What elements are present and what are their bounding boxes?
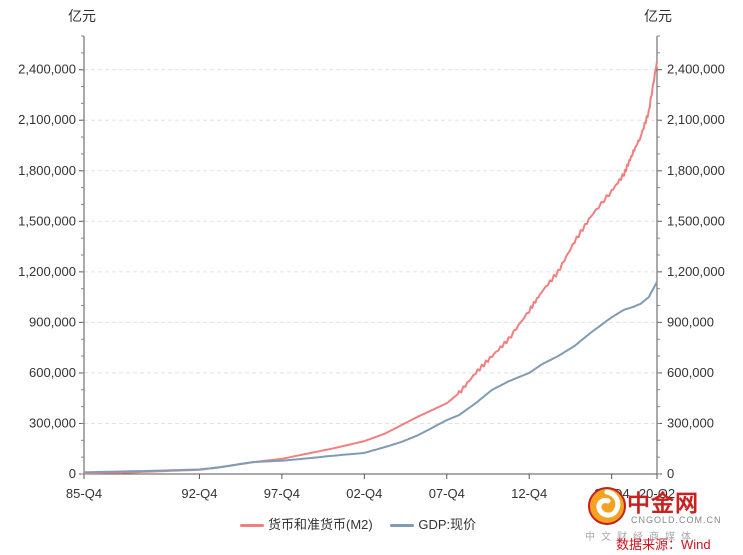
legend-item-gdp[interactable]: GDP:现价 [390, 514, 476, 533]
legend-label-gdp: GDP:现价 [418, 517, 477, 532]
y-tick-label-left: 600,000 [29, 365, 76, 380]
legend: 货币和准货币(M2) GDP:现价 [240, 514, 490, 533]
x-tick-label: 92-Q4 [181, 486, 217, 501]
x-tick-label: 97-Q4 [264, 486, 300, 501]
y-tick-label-right: 1,800,000 [667, 163, 725, 178]
y-tick-label-right: 2,100,000 [667, 112, 725, 127]
legend-swatch-m2 [240, 524, 264, 528]
y-tick-label-left: 1,500,000 [18, 213, 76, 228]
y-tick-label-left: 300,000 [29, 415, 76, 430]
series-line-m2 [83, 61, 658, 475]
left-axis-unit: 亿元 [68, 8, 96, 24]
y-tick-label-right: 2,400,000 [667, 62, 725, 77]
source-note: 数据来源：Wind [616, 537, 711, 552]
watermark-logo: 中金网 CNGOLD.COM.CN 中文财经商媒体 [585, 484, 735, 544]
legend-label-m2: 货币和准货币(M2) [268, 517, 373, 532]
logo-mark-icon [588, 487, 626, 525]
legend-item-m2[interactable]: 货币和准货币(M2) [240, 514, 373, 533]
y-tick-label-left: 0 [69, 466, 76, 481]
y-tick-label-left: 1,200,000 [18, 264, 76, 279]
logo-subtitle: 中文财经商媒体 [585, 532, 697, 543]
y-tick-label-left: 2,400,000 [18, 62, 76, 77]
logo-domain: CNGOLD.COM.CN [631, 515, 722, 525]
y-tick-label-right: 600,000 [667, 365, 714, 380]
x-tick-label: 02-Q4 [346, 486, 382, 501]
logo-brand: 中金网 [627, 490, 699, 516]
x-tick-label: 12-Q4 [511, 486, 547, 501]
right-axis-unit: 亿元 [644, 8, 672, 24]
x-tick-label: 85-Q4 [66, 486, 102, 501]
y-tick-label-right: 300,000 [667, 415, 714, 430]
legend-swatch-gdp [390, 524, 415, 528]
y-tick-label-left: 1,800,000 [18, 163, 76, 178]
y-tick-label-right: 1,200,000 [667, 264, 725, 279]
series-line-gdp [83, 281, 658, 474]
x-tick-label: 20-Q2 [639, 486, 675, 501]
y-tick-label-right: 0 [667, 466, 674, 481]
y-tick-label-left: 900,000 [29, 314, 76, 329]
y-tick-label-right: 1,500,000 [667, 213, 725, 228]
x-tick-label: 07-Q4 [429, 486, 465, 501]
y-tick-label-right: 900,000 [667, 314, 714, 329]
y-tick-label-left: 2,100,000 [18, 112, 76, 127]
